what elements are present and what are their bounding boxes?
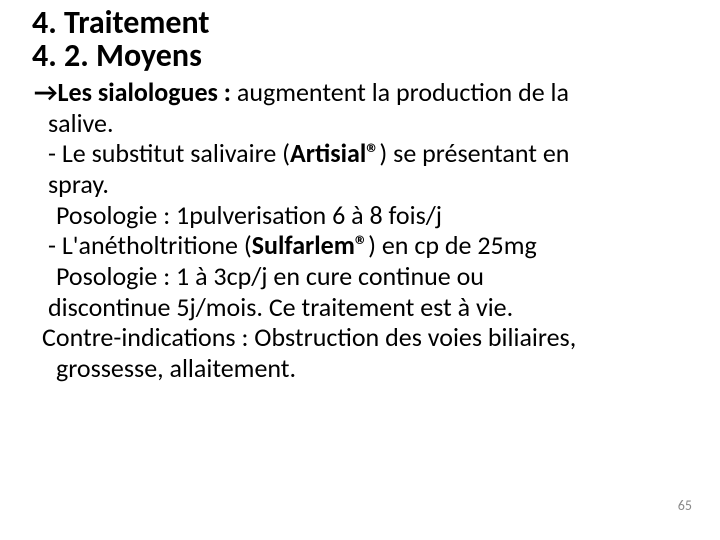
body-text: →Les sialologues : augmentent la product…	[0, 73, 720, 384]
slide: 4. Traitement 4. 2. Moyens →Les sialolog…	[0, 0, 720, 540]
page-number: 65	[678, 497, 692, 514]
line-1: →Les sialologues : augmentent la product…	[34, 77, 692, 108]
line-6-bold: Sulfarlem®	[252, 229, 368, 261]
line-1-rest: augmentent la production de la	[237, 76, 569, 108]
line-3c: ) se présentant en	[379, 137, 569, 169]
line-8: discontinue 5j/mois. Ce traitement est à…	[34, 292, 692, 323]
line-3-bold: Artisial®	[290, 137, 379, 169]
line-3: - Le substitut salivaire (Artisial®) se …	[34, 138, 692, 169]
line-4: spray.	[34, 169, 692, 200]
line-6c: ) en cp de 25mg	[368, 229, 537, 261]
line-6: - L'anétholtritione (Sulfarlem®) en cp d…	[34, 230, 692, 261]
line-9: Contre-indications : Obstruction des voi…	[34, 322, 692, 353]
line-6a: - L'anétholtritione (	[48, 229, 252, 261]
line-1-bold: →Les sialologues :	[34, 76, 237, 108]
line-5: Posologie : 1pulverisation 6 à 8 fois/j	[34, 200, 692, 231]
line-2: salive.	[34, 108, 692, 139]
heading-2: 4. 2. Moyens	[0, 39, 720, 74]
line-3a: - Le substitut salivaire (	[48, 137, 290, 169]
line-7: Posologie : 1 à 3cp/j en cure continue o…	[34, 261, 692, 292]
line-10: grossesse, allaitement.	[34, 353, 692, 384]
